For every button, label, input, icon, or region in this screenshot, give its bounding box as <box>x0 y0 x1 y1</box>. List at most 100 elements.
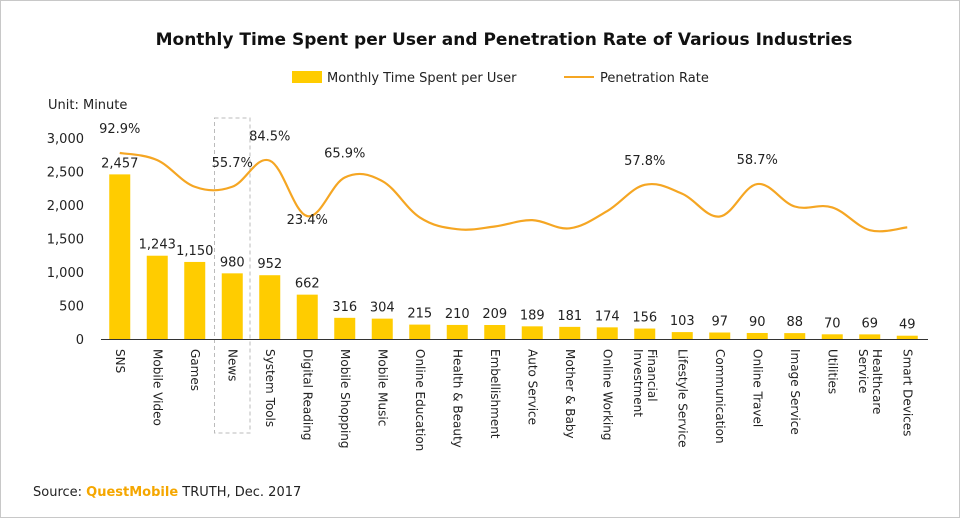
bar-labels-layer: 2,457 1,243 1,150 980 952 662 316 304 215 210 209 1… <box>101 156 915 332</box>
x-tick-label: Mother & Baby <box>563 349 577 439</box>
bar-value-label: 316 <box>332 300 357 315</box>
y-tick-label: 500 <box>59 300 84 315</box>
rate-value-label: 84.5% <box>249 130 290 145</box>
svg-text:Digital Reading: Digital Reading <box>300 349 314 440</box>
x-tick-label: System Tools <box>263 349 277 427</box>
svg-text:Online Travel: Online Travel <box>750 349 764 427</box>
x-tick-label: Utilities <box>825 349 839 394</box>
bar <box>709 332 731 339</box>
bar <box>671 332 693 339</box>
bar-value-label: 1,243 <box>139 238 176 253</box>
legend: Monthly Time Spent per User Penetration … <box>292 71 709 86</box>
rate-value-label: 65.9% <box>324 146 365 161</box>
svg-text:Embellishment: Embellishment <box>488 349 502 439</box>
legend-bar-swatch <box>292 71 322 83</box>
svg-text:News: News <box>225 349 239 381</box>
svg-text:Health & Beauty: Health & Beauty <box>450 349 464 448</box>
bar-value-label: 2,457 <box>101 156 138 171</box>
bar-value-label: 103 <box>670 314 695 329</box>
x-tick-label: Online Travel <box>750 349 764 427</box>
bar-value-label: 1,150 <box>176 244 213 259</box>
svg-text:HealthcareService: HealthcareService <box>856 349 884 414</box>
rate-value-label: 92.9% <box>99 122 140 137</box>
bar-value-label: 90 <box>749 315 766 330</box>
svg-text:Online Education: Online Education <box>413 349 427 451</box>
bar <box>296 294 318 339</box>
rate-value-label: 57.8% <box>624 154 665 169</box>
source-suffix: TRUTH, Dec. 2017 <box>178 485 302 500</box>
x-tick-label: Online Working <box>600 349 614 440</box>
svg-text:System Tools: System Tools <box>263 349 277 427</box>
bar-value-label: 97 <box>711 315 728 330</box>
x-tick-label: HealthcareService <box>856 349 884 414</box>
bar <box>821 334 843 339</box>
bar-value-label: 952 <box>257 257 282 272</box>
x-tick-label: Digital Reading <box>300 349 314 440</box>
svg-text:FinancialInvestment: FinancialInvestment <box>631 349 659 417</box>
source-prefix: Source: <box>33 485 87 500</box>
svg-text:Image Service: Image Service <box>788 349 802 435</box>
highlight-box <box>214 117 251 434</box>
x-tick-label: Communication <box>713 349 727 444</box>
highlight-layer <box>214 117 251 434</box>
x-axis: SNS Mobile Video Games News System Tools Digi… <box>101 339 928 451</box>
x-tick-label: Health & Beauty <box>450 349 464 448</box>
unit-label: Unit: Minute <box>48 98 127 113</box>
bar-value-label: 209 <box>482 307 507 322</box>
bar <box>371 318 393 339</box>
chart-svg: Monthly Time Spent per User and Penetrat… <box>47 30 928 451</box>
source-brand: QuestMobile <box>86 485 179 500</box>
source-note: Source: QuestMobile TRUTH, Dec. 2017 <box>33 485 301 500</box>
y-tick-label: 2,500 <box>47 166 84 181</box>
svg-text:Smart Devices: Smart Devices <box>900 349 914 436</box>
bar <box>146 255 168 339</box>
bar-value-label: 210 <box>445 307 470 322</box>
bar <box>221 273 243 339</box>
legend-line-label: Penetration Rate <box>600 71 709 86</box>
bar-value-label: 980 <box>220 255 245 270</box>
bar-value-label: 181 <box>557 309 582 324</box>
bar <box>409 324 431 339</box>
bar <box>259 275 281 339</box>
bar <box>109 174 131 339</box>
y-tick-label: 1,000 <box>47 266 84 281</box>
y-tick-label: 2,000 <box>47 199 84 214</box>
y-axis: 0 500 1,000 1,500 2,000 2,500 3,000 <box>47 132 84 348</box>
bar-value-label: 88 <box>786 315 803 330</box>
x-tick-label: Lifestyle Service <box>675 349 689 448</box>
svg-text:Communication: Communication <box>713 349 727 444</box>
rate-value-label: 23.4% <box>287 213 328 228</box>
x-tick-label: SNS <box>113 349 127 373</box>
x-tick-label: Auto Service <box>525 349 539 425</box>
bar <box>521 326 543 339</box>
x-tick-label: FinancialInvestment <box>631 349 659 417</box>
x-tick-label: Games <box>188 349 202 391</box>
x-tick-label: Smart Devices <box>900 349 914 436</box>
svg-text:Auto Service: Auto Service <box>525 349 539 425</box>
bar-value-label: 215 <box>407 307 432 322</box>
svg-text:Mobile Shopping: Mobile Shopping <box>338 349 352 449</box>
x-tick-label: Embellishment <box>488 349 502 439</box>
bar-value-label: 69 <box>861 316 878 331</box>
svg-text:Mobile Music: Mobile Music <box>375 349 389 426</box>
bar <box>896 335 918 339</box>
svg-text:Games: Games <box>188 349 202 391</box>
penetration-rate-line <box>119 151 908 233</box>
bar <box>184 261 206 339</box>
bar-value-label: 70 <box>824 316 841 331</box>
x-tick-label: Mobile Music <box>375 349 389 426</box>
rate-labels-layer: 92.9% 55.7% 84.5% 23.4% 65.9% 57.8% 58.7% <box>99 122 778 228</box>
y-tick-label: 0 <box>76 333 84 348</box>
svg-text:Lifestyle Service: Lifestyle Service <box>675 349 689 448</box>
line-layer <box>119 151 908 233</box>
bar-value-label: 49 <box>899 318 916 333</box>
y-tick-label: 3,000 <box>47 132 84 147</box>
x-tick-label: Mobile Shopping <box>338 349 352 449</box>
bar <box>596 327 618 339</box>
x-tick-label: Mobile Video <box>150 349 164 426</box>
x-tick-label: News <box>225 349 239 381</box>
svg-text:Mobile Video: Mobile Video <box>150 349 164 426</box>
svg-text:Online Working: Online Working <box>600 349 614 440</box>
y-tick-label: 1,500 <box>47 233 84 248</box>
